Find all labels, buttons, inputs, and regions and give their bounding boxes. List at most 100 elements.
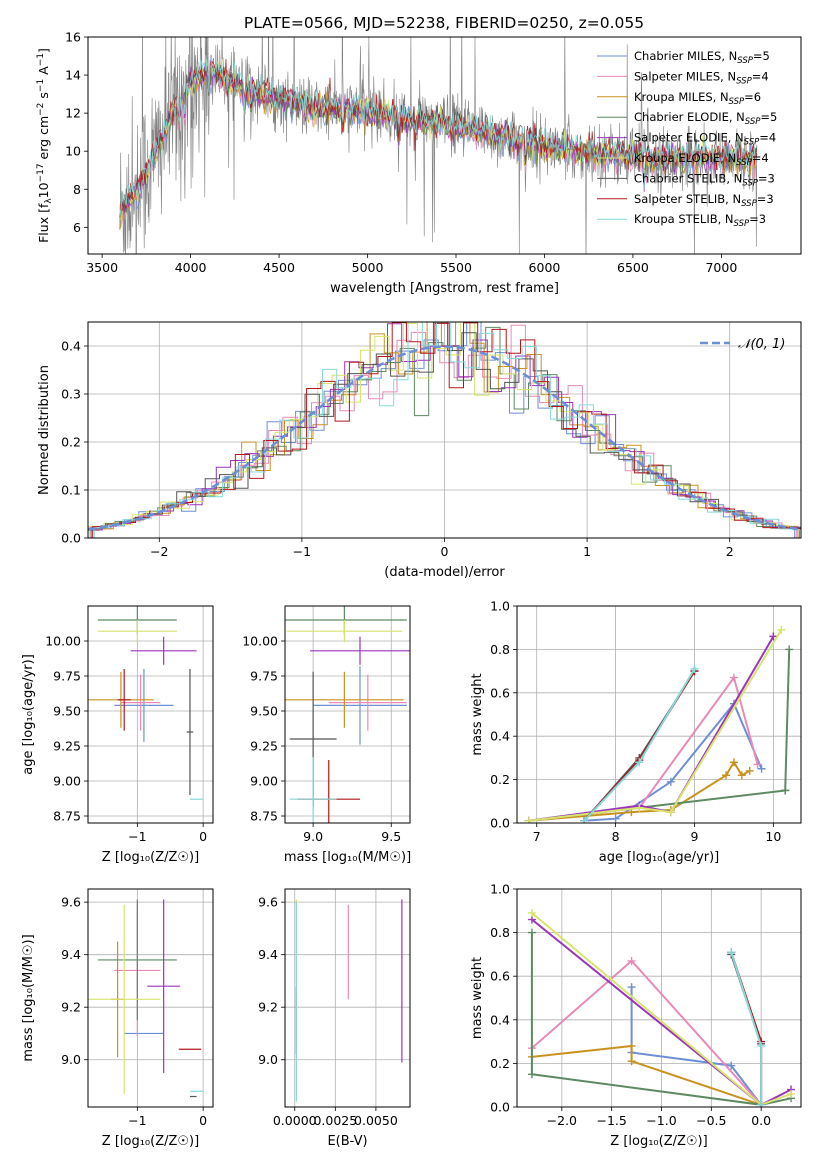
mass-weight-line <box>730 951 763 1105</box>
x-tick-label: 9.5 <box>381 829 401 844</box>
y-axis-label: age [log₁₀(age/yr)] <box>21 654 36 775</box>
mass-weight-line <box>630 987 762 1106</box>
plus-marker <box>527 1070 536 1079</box>
y-axis-label: Normed distribution <box>37 365 52 495</box>
residual-histogram <box>88 324 797 538</box>
errorbar-point <box>285 671 404 728</box>
y-tick-label: 10.00 <box>45 634 81 649</box>
plus-marker <box>785 645 794 654</box>
y-tick-label: 10 <box>65 144 81 159</box>
errorbar-point <box>120 674 161 731</box>
plus-marker <box>666 777 675 786</box>
y-tick-label: 9.00 <box>53 774 81 789</box>
axes-frame <box>87 321 802 539</box>
x-tick-label: 9.0 <box>303 829 323 844</box>
plus-marker <box>580 816 589 823</box>
age-vs-Z-panel: −1 0 8.75 9.00 9.25 9.50 9.75 10.00 Z [log₁₀(Z/Z… <box>21 605 214 865</box>
x-tick-label: 7 <box>533 829 541 844</box>
y-axis-label: Flux [fλ10−17 erg cm−2 s−1 A−1] <box>36 48 54 243</box>
x-tick-label: 0.0025 <box>313 1113 357 1128</box>
errorbar-point <box>147 899 181 1073</box>
mass-weight-line <box>531 1044 762 1106</box>
y-tick-label: 0.3 <box>61 387 81 402</box>
plus-marker <box>635 803 644 812</box>
mass-vs-Z-panel: −1 0 9.0 9.2 9.4 9.6 Z [log₁₀(Z/Z☉)] mass [log₁… <box>21 888 214 1149</box>
mass-weight-line <box>528 635 775 822</box>
y-tick-label: 8 <box>73 182 81 197</box>
axes-frame <box>284 888 411 1108</box>
x-tick-label: −2.0 <box>547 1113 577 1128</box>
errorbar-point <box>310 636 410 665</box>
legend-entry: Chabrier MILES, NSSP=5 <box>634 49 770 66</box>
axes-frame <box>284 605 411 824</box>
mass-weight-line <box>528 760 751 822</box>
errorbar-point <box>328 674 407 731</box>
y-tick-label: 6 <box>73 220 81 235</box>
axes-frame <box>87 36 802 255</box>
x-tick-label: 5000 <box>352 260 384 275</box>
x-axis-label: Z [log₁₀(Z/Z☉)] <box>102 1134 199 1149</box>
plus-marker <box>757 764 766 773</box>
errorbar-point <box>130 636 197 665</box>
y-tick-label: 0.2 <box>490 772 510 787</box>
axes-frame <box>87 605 214 824</box>
errorbar-point <box>289 757 337 823</box>
y-tick-label: 0.6 <box>490 969 510 984</box>
y-tick-label: 9.4 <box>258 947 278 962</box>
spectrum-model-line <box>119 58 758 218</box>
x-tick-label: 0.0000 <box>273 1113 317 1128</box>
x-tick-label: 7000 <box>705 260 737 275</box>
y-tick-label: 12 <box>65 106 81 121</box>
y-tick-label: 0.8 <box>490 925 510 940</box>
y-axis-label: mass [log₁₀(M/M☉)] <box>21 934 36 1061</box>
x-tick-label: 3500 <box>86 260 118 275</box>
y-tick-label: 9.0 <box>61 1052 81 1067</box>
mass-weight-line <box>528 629 783 822</box>
y-tick-label: 9.2 <box>61 1000 81 1015</box>
x-axis-label: Z [log₁₀(Z/Z☉)] <box>102 850 199 865</box>
y-tick-label: 0.4 <box>61 339 81 354</box>
y-tick-label: 9.2 <box>258 1000 278 1015</box>
spectrum-legend: Chabrier MILES, NSSP=5 Salpeter MILES, NS… <box>597 49 777 229</box>
mass-weight-line <box>530 932 792 1106</box>
plus-marker <box>722 771 731 780</box>
y-tick-label: 9.4 <box>61 947 81 962</box>
plus-marker <box>757 1041 766 1050</box>
axes-frame <box>87 888 214 1108</box>
y-tick-label: 0.6 <box>490 685 510 700</box>
y-tick-label: 0.8 <box>490 642 510 657</box>
figure-title: PLATE=0566, MJD=52238, FIBERID=0250, z=0… <box>244 14 644 32</box>
errorbar-point <box>286 620 403 643</box>
plus-marker <box>635 758 644 767</box>
x-tick-label: 2 <box>726 544 734 559</box>
plus-marker <box>727 948 736 957</box>
residual-histogram <box>89 322 801 538</box>
plus-marker <box>627 956 636 965</box>
x-tick-label: 4500 <box>263 260 295 275</box>
errorbar-point <box>117 669 131 731</box>
legend-entry: Chabrier ELODIE, NSSP=5 <box>634 110 777 127</box>
legend-entry: Kroupa ELODIE, NSSP=4 <box>634 151 769 168</box>
residual-histogram <box>88 326 800 538</box>
x-tick-label: −1 <box>128 1113 146 1128</box>
axes-frame <box>516 888 802 1108</box>
plus-marker <box>627 1057 636 1066</box>
plus-marker <box>745 766 754 775</box>
x-axis-label: age [log₁₀(age/yr)] <box>599 850 720 865</box>
y-tick-label: 1.0 <box>490 599 510 614</box>
x-axis-label: (data-model)/error <box>384 565 505 580</box>
y-tick-label: 9.6 <box>258 895 278 910</box>
y-tick-label: 0.2 <box>490 1056 510 1071</box>
y-tick-label: 8.75 <box>250 809 278 824</box>
x-tick-label: 5500 <box>440 260 472 275</box>
errorbar-point <box>88 904 161 1094</box>
legend-entry: Salpeter STELIB, NSSP=3 <box>634 192 774 209</box>
plus-marker <box>753 760 762 769</box>
residual-histogram <box>93 322 801 538</box>
y-tick-label: 9.6 <box>61 895 81 910</box>
x-tick-label: 0 <box>199 1113 207 1128</box>
legend-entry: Salpeter ELODIE, NSSP=4 <box>634 131 776 148</box>
y-tick-label: 14 <box>65 68 81 83</box>
errorbar-point <box>97 899 177 1021</box>
